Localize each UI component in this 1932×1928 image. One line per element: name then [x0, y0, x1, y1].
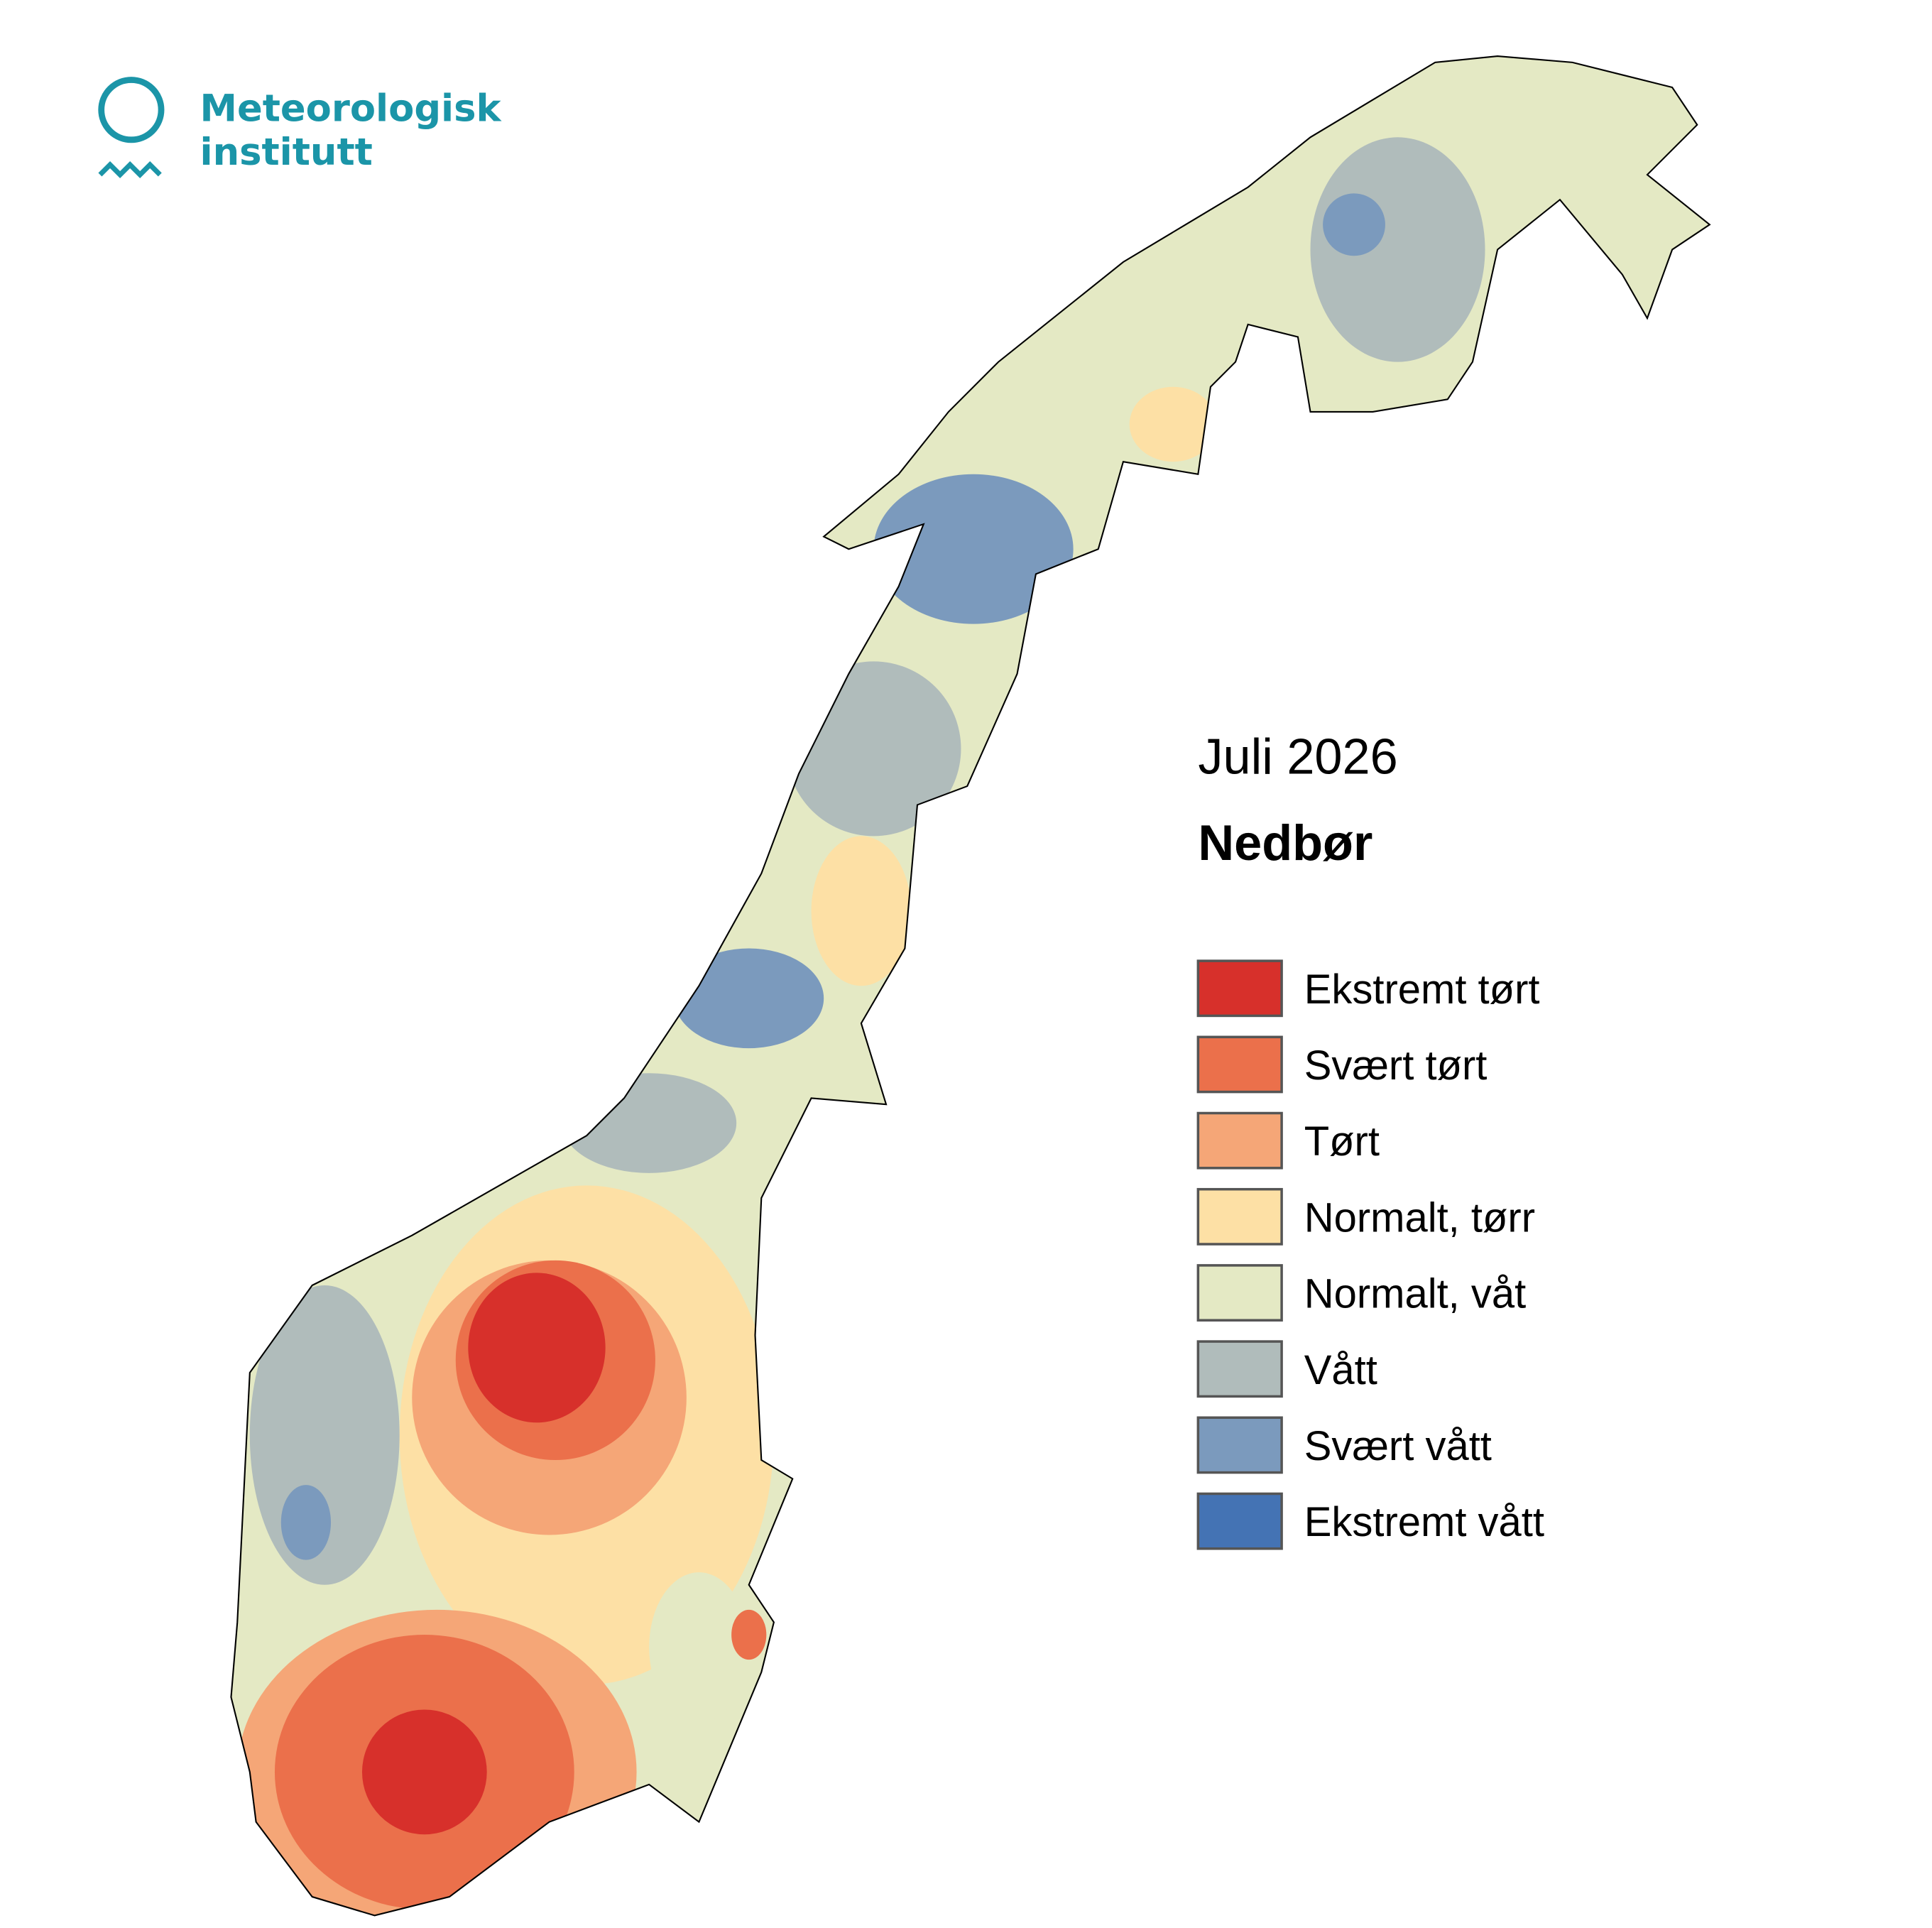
legend-label: Ekstremt vått	[1304, 1500, 1544, 1545]
legend-swatch	[1196, 1035, 1283, 1094]
legend-swatch	[1196, 1416, 1283, 1474]
region	[649, 1572, 749, 1723]
region	[562, 1073, 737, 1173]
map-title: Juli 2026	[1198, 729, 1397, 785]
region	[674, 948, 824, 1049]
legend-swatch	[1196, 1264, 1283, 1322]
logo-text: Meteorologisk	[200, 87, 503, 130]
legend-label: Vått	[1304, 1348, 1377, 1393]
logo: Meteorologisk institutt	[98, 77, 503, 178]
legend-label: Svært tørt	[1304, 1043, 1488, 1089]
legend-label: Normalt, våt	[1304, 1272, 1527, 1317]
legend-label: Svært vått	[1304, 1424, 1492, 1469]
legend-swatch	[1196, 1187, 1283, 1246]
region	[731, 1609, 767, 1660]
region	[786, 661, 961, 837]
region	[811, 836, 912, 986]
region	[280, 1485, 332, 1560]
legend-label: Normalt, tørr	[1304, 1195, 1535, 1241]
legend-swatch	[1196, 1111, 1283, 1170]
legend-swatch	[1196, 1492, 1283, 1550]
legend-swatch	[1196, 959, 1283, 1018]
region	[468, 1273, 606, 1423]
region	[361, 1709, 487, 1835]
legend-swatch	[1196, 1340, 1283, 1398]
legend-label: Ekstremt tørt	[1304, 967, 1540, 1013]
map-subtitle: Nedbør	[1198, 815, 1372, 871]
legend-label: Tørt	[1304, 1119, 1380, 1165]
logo-text: institutt	[200, 131, 373, 174]
region	[873, 474, 1074, 624]
logo-circle	[98, 77, 165, 143]
region	[1323, 193, 1385, 256]
region	[1129, 386, 1217, 462]
logo-wave	[98, 160, 162, 178]
legend: Ekstremt tørt Svært tørt Tørt Normalt, tørr…	[1196, 959, 1544, 1550]
